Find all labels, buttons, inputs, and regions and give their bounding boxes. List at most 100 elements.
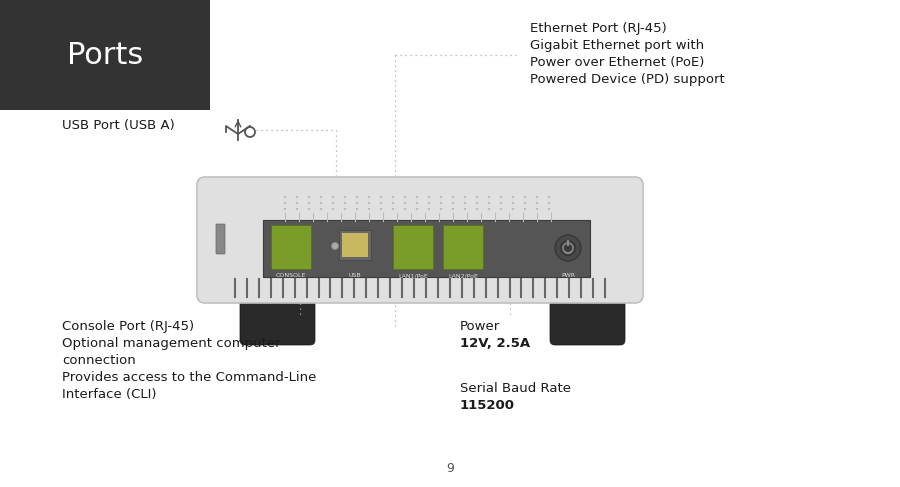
Text: 9: 9 xyxy=(446,462,454,475)
Circle shape xyxy=(368,202,370,204)
Circle shape xyxy=(356,202,358,204)
Circle shape xyxy=(344,202,346,204)
Text: Interface (CLI): Interface (CLI) xyxy=(62,388,157,401)
Circle shape xyxy=(308,208,310,210)
Circle shape xyxy=(548,202,550,204)
Text: Gigabit Ethernet port with: Gigabit Ethernet port with xyxy=(530,39,704,52)
Circle shape xyxy=(404,202,406,204)
Text: Ports: Ports xyxy=(67,40,143,70)
Circle shape xyxy=(308,202,310,204)
Text: Power: Power xyxy=(460,320,500,333)
Text: USB: USB xyxy=(348,273,361,278)
Circle shape xyxy=(488,196,490,198)
Text: Serial Baud Rate: Serial Baud Rate xyxy=(460,382,571,395)
Text: Powered Device (PD) support: Powered Device (PD) support xyxy=(530,73,725,86)
Circle shape xyxy=(368,208,370,210)
Text: LAN2/PoE: LAN2/PoE xyxy=(448,273,478,278)
Circle shape xyxy=(500,196,502,198)
Text: Console Port (RJ-45): Console Port (RJ-45) xyxy=(62,320,194,333)
Circle shape xyxy=(548,208,550,210)
Circle shape xyxy=(392,208,394,210)
Circle shape xyxy=(404,196,406,198)
Bar xyxy=(263,220,590,277)
Circle shape xyxy=(488,202,490,204)
Text: Ethernet Port (RJ-45): Ethernet Port (RJ-45) xyxy=(530,22,667,35)
Circle shape xyxy=(512,196,514,198)
Text: LAN1/PoE: LAN1/PoE xyxy=(398,273,428,278)
Circle shape xyxy=(464,208,466,210)
Circle shape xyxy=(428,196,430,198)
Circle shape xyxy=(296,196,298,198)
FancyBboxPatch shape xyxy=(443,225,483,269)
Bar xyxy=(342,233,368,257)
Text: Optional management computer: Optional management computer xyxy=(62,337,281,350)
Circle shape xyxy=(536,196,538,198)
Circle shape xyxy=(332,202,334,204)
Circle shape xyxy=(320,208,322,210)
Circle shape xyxy=(536,202,538,204)
Circle shape xyxy=(440,202,442,204)
Circle shape xyxy=(524,202,526,204)
Circle shape xyxy=(440,208,442,210)
Circle shape xyxy=(356,208,358,210)
Circle shape xyxy=(464,202,466,204)
Circle shape xyxy=(368,196,370,198)
Circle shape xyxy=(332,196,334,198)
Bar xyxy=(0,0,210,110)
Circle shape xyxy=(320,196,322,198)
Bar xyxy=(339,230,371,260)
Text: connection: connection xyxy=(62,354,136,367)
FancyBboxPatch shape xyxy=(550,285,625,345)
Text: PWR: PWR xyxy=(561,273,575,278)
Circle shape xyxy=(440,196,442,198)
Circle shape xyxy=(555,235,581,261)
Circle shape xyxy=(464,196,466,198)
Circle shape xyxy=(284,202,286,204)
Circle shape xyxy=(476,208,478,210)
Circle shape xyxy=(284,208,286,210)
Circle shape xyxy=(512,202,514,204)
Text: USB Port (USB A): USB Port (USB A) xyxy=(62,119,175,132)
Circle shape xyxy=(488,208,490,210)
FancyBboxPatch shape xyxy=(240,285,315,345)
Circle shape xyxy=(428,202,430,204)
Circle shape xyxy=(284,196,286,198)
Circle shape xyxy=(296,208,298,210)
Circle shape xyxy=(476,196,478,198)
Circle shape xyxy=(416,196,418,198)
Circle shape xyxy=(512,208,514,210)
Circle shape xyxy=(536,208,538,210)
Text: Power over Ethernet (PoE): Power over Ethernet (PoE) xyxy=(530,56,705,69)
Circle shape xyxy=(404,208,406,210)
Circle shape xyxy=(524,196,526,198)
Circle shape xyxy=(344,196,346,198)
Text: 115200: 115200 xyxy=(460,399,515,412)
Text: Provides access to the Command-Line: Provides access to the Command-Line xyxy=(62,371,317,384)
FancyBboxPatch shape xyxy=(197,177,643,303)
Circle shape xyxy=(380,196,382,198)
Circle shape xyxy=(331,243,338,249)
Circle shape xyxy=(332,208,334,210)
Circle shape xyxy=(559,239,577,257)
Circle shape xyxy=(452,202,454,204)
Circle shape xyxy=(428,208,430,210)
Circle shape xyxy=(344,208,346,210)
Circle shape xyxy=(416,208,418,210)
Circle shape xyxy=(356,196,358,198)
Circle shape xyxy=(320,202,322,204)
Circle shape xyxy=(476,202,478,204)
Circle shape xyxy=(380,208,382,210)
Text: CONSOLE: CONSOLE xyxy=(275,273,306,278)
Circle shape xyxy=(524,208,526,210)
Circle shape xyxy=(308,196,310,198)
Circle shape xyxy=(380,202,382,204)
Circle shape xyxy=(452,196,454,198)
FancyBboxPatch shape xyxy=(216,224,225,254)
Circle shape xyxy=(500,208,502,210)
FancyBboxPatch shape xyxy=(393,225,433,269)
Circle shape xyxy=(296,202,298,204)
FancyBboxPatch shape xyxy=(271,225,311,269)
Circle shape xyxy=(416,202,418,204)
Text: 12V, 2.5A: 12V, 2.5A xyxy=(460,337,530,350)
Circle shape xyxy=(392,196,394,198)
